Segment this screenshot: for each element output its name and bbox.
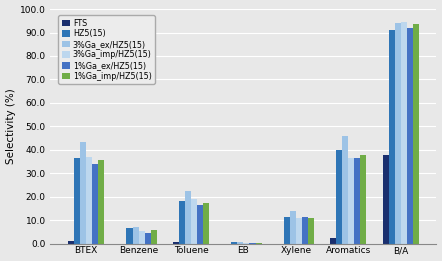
Bar <box>68 241 74 244</box>
Bar <box>197 205 203 244</box>
Bar <box>395 23 401 244</box>
Bar <box>126 228 133 244</box>
Legend: FTS, HZ5(15), 3%Ga_ex/HZ5(15), 3%Ga_imp/HZ5(15), 1%Ga_ex/HZ5(15), 1%Ga_imp/HZ5(1: FTS, HZ5(15), 3%Ga_ex/HZ5(15), 3%Ga_imp/… <box>58 15 155 84</box>
Bar <box>98 160 104 244</box>
Bar <box>296 218 302 244</box>
Bar <box>284 217 290 244</box>
Bar <box>173 242 179 244</box>
Bar <box>179 201 185 244</box>
Bar <box>232 242 237 244</box>
Bar <box>348 158 354 244</box>
Bar <box>255 243 262 244</box>
Bar <box>92 164 98 244</box>
Bar <box>308 218 314 244</box>
Bar <box>86 157 92 244</box>
Bar <box>383 155 389 244</box>
Bar <box>191 199 197 244</box>
Bar <box>407 28 413 244</box>
Bar <box>80 142 86 244</box>
Bar <box>203 203 209 244</box>
Bar <box>74 158 80 244</box>
Bar <box>330 238 336 244</box>
Bar <box>290 211 296 244</box>
Bar <box>401 22 407 244</box>
Y-axis label: Selectivity (%): Selectivity (%) <box>6 88 15 164</box>
Bar <box>342 136 348 244</box>
Bar <box>336 150 342 244</box>
Bar <box>244 243 249 244</box>
Bar <box>237 242 244 244</box>
Bar <box>133 227 138 244</box>
Bar <box>138 231 145 244</box>
Bar <box>302 217 308 244</box>
Bar <box>151 230 156 244</box>
Bar <box>413 24 419 244</box>
Bar <box>249 243 255 244</box>
Bar <box>145 233 151 244</box>
Bar <box>360 155 366 244</box>
Bar <box>185 191 191 244</box>
Bar <box>354 158 360 244</box>
Bar <box>389 30 395 244</box>
